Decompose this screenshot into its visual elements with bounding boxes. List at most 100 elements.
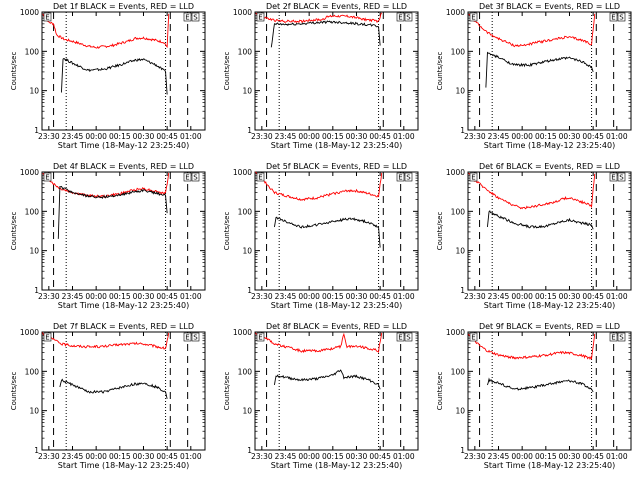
y-axis-label: Counts/sec	[223, 52, 231, 91]
y-tick-label: 1000	[446, 8, 465, 17]
marker-label: S	[619, 334, 624, 342]
x-tick-label: 01:00	[180, 452, 202, 461]
x-tick-label: 23:30	[464, 452, 486, 461]
x-tick-label: 00:15	[109, 452, 131, 461]
marker-label: E	[185, 334, 189, 342]
marker-label: E	[398, 174, 402, 182]
marker-label: S	[406, 14, 411, 22]
marker-box	[396, 172, 405, 182]
x-tick-label: 23:30	[464, 132, 486, 141]
y-tick-label: 100	[238, 47, 253, 56]
y-tick-label: 1000	[233, 328, 252, 337]
marker-label: S	[619, 174, 624, 182]
plot-frame	[41, 11, 206, 131]
x-tick-label: 00:15	[109, 292, 131, 301]
y-tick-label: 1000	[20, 328, 39, 337]
x-axis-label: Start Time (18-May-12 23:25:40)	[484, 301, 615, 310]
marker-box	[404, 12, 413, 22]
x-tick-label: 00:00	[298, 132, 320, 141]
marker-label: E	[45, 14, 49, 22]
series-line-events	[61, 58, 168, 95]
y-tick-label: 1000	[20, 8, 39, 17]
x-axis-label: Start Time (18-May-12 23:25:40)	[484, 141, 615, 150]
y-tick-label: 1	[460, 286, 465, 295]
chart-title: Det 1f BLACK = Events, RED = LLD	[53, 2, 194, 11]
y-tick-label: 100	[238, 367, 253, 376]
y-tick-label: 100	[25, 367, 40, 376]
x-tick-label: 01:00	[393, 452, 415, 461]
x-tick-label: 00:15	[535, 452, 557, 461]
x-tick-label: 23:30	[464, 292, 486, 301]
x-tick-label: 00:30	[346, 292, 368, 301]
y-tick-label: 1000	[446, 328, 465, 337]
x-tick-label: 00:45	[369, 292, 391, 301]
marker-box	[191, 12, 200, 22]
series-line-lld	[468, 172, 596, 210]
y-tick-label: 1	[460, 446, 465, 455]
marker-box	[183, 172, 192, 182]
chart-panel-6: Det 6f BLACK = Events, RED = LLD 1 10 100 10…	[436, 162, 632, 310]
marker-box	[617, 332, 626, 342]
x-tick-label: 00:15	[535, 292, 557, 301]
x-tick-label: 00:30	[346, 132, 368, 141]
x-tick-label: 00:15	[535, 132, 557, 141]
y-tick-label: 100	[451, 207, 466, 216]
marker-box	[43, 172, 52, 182]
x-axis-label: Start Time (18-May-12 23:25:40)	[58, 141, 189, 150]
x-tick-label: 23:45	[488, 132, 510, 141]
x-tick-label: 00:30	[559, 452, 581, 461]
chart-title: Det 5f BLACK = Events, RED = LLD	[266, 162, 407, 171]
y-tick-label: 100	[451, 367, 466, 376]
y-tick-label: 10	[242, 407, 252, 416]
marker-box	[43, 332, 52, 342]
chart-panel-3: Det 3f BLACK = Events, RED = LLD 1 10 100 10…	[436, 2, 632, 150]
marker-box	[617, 12, 626, 22]
plot-frame	[254, 171, 419, 291]
x-tick-label: 00:00	[511, 132, 533, 141]
x-tick-label: 01:00	[393, 292, 415, 301]
marker-label: S	[193, 174, 198, 182]
x-tick-label: 23:45	[275, 452, 297, 461]
marker-label: E	[258, 174, 262, 182]
y-tick-label: 10	[242, 87, 252, 96]
series-line-lld	[42, 172, 170, 199]
series-line-events	[57, 185, 168, 239]
series-line-lld	[255, 171, 383, 202]
y-tick-label: 10	[29, 87, 39, 96]
marker-box	[404, 332, 413, 342]
marker-label: E	[471, 14, 475, 22]
y-tick-label: 10	[29, 407, 39, 416]
chart-panel-2: Det 2f BLACK = Events, RED = LLD 1 10 100 10…	[223, 2, 419, 150]
marker-box	[396, 12, 405, 22]
x-tick-label: 00:15	[109, 132, 131, 141]
x-tick-label: 23:45	[62, 132, 84, 141]
x-tick-label: 01:00	[180, 132, 202, 141]
y-axis-label: Counts/sec	[10, 372, 18, 411]
x-tick-label: 23:30	[251, 132, 273, 141]
x-axis-label: Start Time (18-May-12 23:25:40)	[58, 301, 189, 310]
x-tick-label: 23:45	[488, 452, 510, 461]
x-axis-label: Start Time (18-May-12 23:25:40)	[271, 461, 402, 470]
marker-label: E	[185, 14, 189, 22]
marker-box	[469, 12, 478, 22]
marker-box	[609, 12, 618, 22]
y-tick-label: 100	[25, 47, 40, 56]
y-tick-label: 1000	[233, 8, 252, 17]
x-tick-label: 00:30	[559, 292, 581, 301]
marker-label: E	[611, 14, 615, 22]
marker-label: E	[398, 14, 402, 22]
chart-title: Det 9f BLACK = Events, RED = LLD	[479, 322, 620, 331]
chart-title: Det 4f BLACK = Events, RED = LLD	[53, 162, 194, 171]
marker-box	[183, 12, 192, 22]
x-tick-label: 23:30	[251, 452, 273, 461]
marker-box	[183, 332, 192, 342]
chart-title: Det 3f BLACK = Events, RED = LLD	[479, 2, 620, 11]
x-tick-label: 23:30	[38, 132, 60, 141]
y-axis-label: Counts/sec	[10, 212, 18, 251]
x-tick-label: 00:30	[346, 452, 368, 461]
y-axis-label: Counts/sec	[223, 212, 231, 251]
marker-box	[191, 332, 200, 342]
series-line-lld	[42, 13, 170, 49]
x-tick-label: 00:15	[322, 292, 344, 301]
y-axis-label: Counts/sec	[436, 52, 444, 91]
